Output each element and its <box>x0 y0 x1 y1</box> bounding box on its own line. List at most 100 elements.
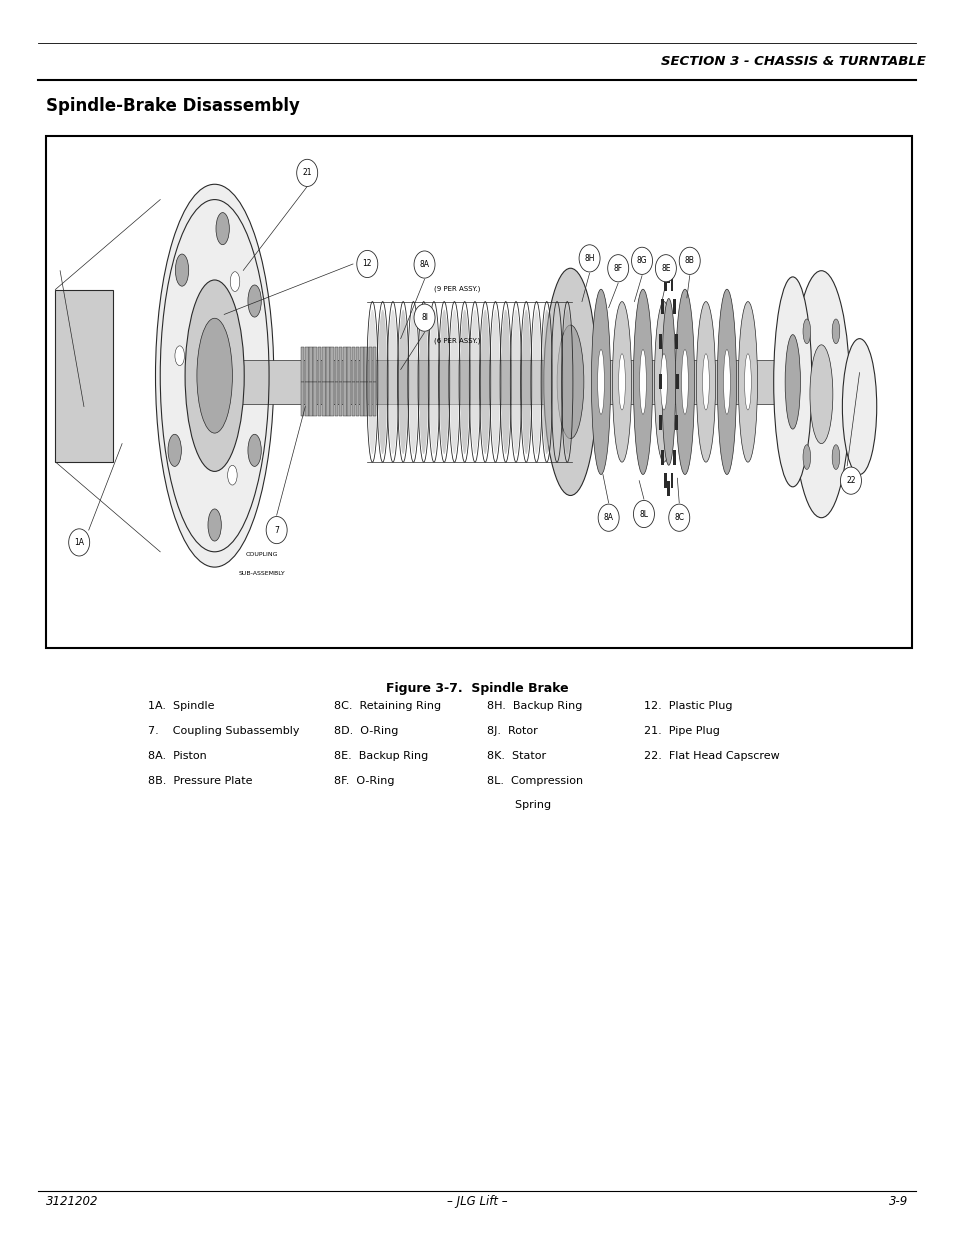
Ellipse shape <box>175 254 189 287</box>
Ellipse shape <box>398 310 407 454</box>
Ellipse shape <box>597 350 604 414</box>
Bar <box>338 382 342 416</box>
Ellipse shape <box>174 346 184 366</box>
Circle shape <box>679 247 700 274</box>
Bar <box>373 347 376 382</box>
Bar <box>670 473 673 488</box>
Circle shape <box>607 254 628 282</box>
Ellipse shape <box>654 301 673 462</box>
Bar <box>663 473 666 488</box>
Bar <box>675 374 679 389</box>
Bar <box>364 347 368 382</box>
Ellipse shape <box>368 310 376 454</box>
Ellipse shape <box>680 350 687 414</box>
Text: Figure 3-7.  Spindle Brake: Figure 3-7. Spindle Brake <box>385 682 568 695</box>
Ellipse shape <box>618 353 625 410</box>
Text: SECTION 3 - CHASSIS & TURNTABLE: SECTION 3 - CHASSIS & TURNTABLE <box>659 56 924 68</box>
Text: 8G: 8G <box>636 257 647 266</box>
Bar <box>352 347 355 382</box>
Text: 8K.  Stator: 8K. Stator <box>486 751 545 761</box>
Bar <box>300 347 304 382</box>
Bar <box>317 382 321 416</box>
Text: COUPLING: COUPLING <box>246 552 278 557</box>
Ellipse shape <box>155 184 274 567</box>
Ellipse shape <box>633 289 652 474</box>
Circle shape <box>266 516 287 543</box>
Bar <box>314 347 316 382</box>
Text: 8F.  O-Ring: 8F. O-Ring <box>334 776 394 785</box>
Bar <box>309 347 313 382</box>
Ellipse shape <box>661 299 675 466</box>
Text: Spindle-Brake Disassembly: Spindle-Brake Disassembly <box>46 96 299 115</box>
Text: 12: 12 <box>362 259 372 268</box>
Ellipse shape <box>773 277 811 487</box>
Text: 21.  Pipe Plug: 21. Pipe Plug <box>643 726 720 736</box>
Text: Spring: Spring <box>486 800 550 810</box>
Text: 8D.  O-Ring: 8D. O-Ring <box>334 726 397 736</box>
Ellipse shape <box>418 310 428 454</box>
Bar <box>658 374 661 389</box>
Ellipse shape <box>809 345 832 443</box>
Ellipse shape <box>831 445 839 469</box>
Bar <box>368 347 372 382</box>
Ellipse shape <box>480 310 489 454</box>
Circle shape <box>655 254 676 282</box>
Bar <box>55 289 112 462</box>
Text: 8F: 8F <box>613 264 622 273</box>
Ellipse shape <box>185 280 244 472</box>
Bar <box>364 382 368 416</box>
Text: 1A: 1A <box>74 538 84 547</box>
Ellipse shape <box>802 319 810 343</box>
Bar <box>373 382 376 416</box>
Bar <box>335 347 338 382</box>
Ellipse shape <box>215 212 229 245</box>
Bar <box>326 347 330 382</box>
Ellipse shape <box>738 301 757 462</box>
Bar <box>355 382 359 416</box>
Circle shape <box>414 251 435 278</box>
Bar <box>667 268 669 283</box>
Text: 8H.  Backup Ring: 8H. Backup Ring <box>486 701 581 711</box>
Ellipse shape <box>377 310 387 454</box>
Ellipse shape <box>168 435 181 467</box>
Bar <box>305 347 308 382</box>
Text: 8C.  Retaining Ring: 8C. Retaining Ring <box>334 701 440 711</box>
Text: 8L: 8L <box>639 510 648 519</box>
Ellipse shape <box>248 285 261 317</box>
Circle shape <box>631 247 652 274</box>
Circle shape <box>840 467 861 494</box>
Circle shape <box>356 251 377 278</box>
Text: 8A: 8A <box>419 261 429 269</box>
Text: – JLG Lift –: – JLG Lift – <box>446 1194 507 1208</box>
Text: 8B.  Pressure Plate: 8B. Pressure Plate <box>148 776 253 785</box>
Ellipse shape <box>784 335 800 429</box>
Text: 8L.  Compression: 8L. Compression <box>486 776 582 785</box>
Ellipse shape <box>543 268 597 495</box>
Bar <box>352 382 355 416</box>
Ellipse shape <box>639 350 646 414</box>
Ellipse shape <box>591 289 610 474</box>
Ellipse shape <box>717 289 736 474</box>
Bar <box>321 382 325 416</box>
Ellipse shape <box>230 272 239 291</box>
Bar <box>359 347 363 382</box>
Ellipse shape <box>552 310 561 454</box>
Bar <box>359 382 363 416</box>
Bar <box>326 382 330 416</box>
Ellipse shape <box>248 435 261 467</box>
Text: 7: 7 <box>274 526 279 535</box>
Ellipse shape <box>429 310 438 454</box>
Bar <box>330 347 334 382</box>
Text: 7.    Coupling Subassembly: 7. Coupling Subassembly <box>148 726 299 736</box>
Ellipse shape <box>557 325 583 438</box>
Bar <box>660 450 663 464</box>
Bar <box>335 382 338 416</box>
Ellipse shape <box>491 310 499 454</box>
Bar <box>46 136 911 648</box>
Bar <box>330 382 334 416</box>
Text: 22: 22 <box>845 477 855 485</box>
Ellipse shape <box>208 509 221 541</box>
Ellipse shape <box>450 310 458 454</box>
Bar <box>347 347 351 382</box>
Ellipse shape <box>612 301 631 462</box>
